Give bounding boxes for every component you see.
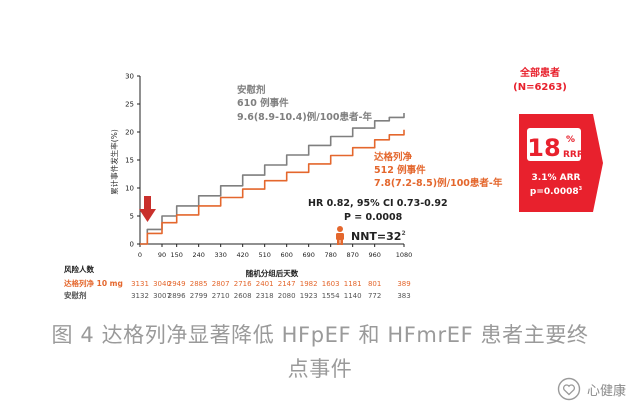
placebo-label-events: 610 例事件: [237, 97, 289, 109]
placebo-label-name: 安慰剂: [237, 84, 266, 96]
y-tick-label: 0: [130, 241, 134, 249]
panel-p-sup: 3: [579, 186, 583, 192]
caption-line-1: 图 4 达格列净显著降低 HFpEF 和 HFmrEF 患者主要终: [51, 323, 589, 347]
x-tick-label: 150: [170, 251, 182, 259]
rrr-badge: 18 % RRR 3.1% ARR p=0.00083: [519, 114, 603, 212]
panel-p-text: p=0.00083: [530, 186, 583, 197]
x-tick-label: 330: [214, 251, 226, 259]
rrr-value: 18: [527, 134, 560, 162]
risk-cell: 383: [397, 292, 410, 300]
hr-text: HR 0.82, 95% CI 0.73-0.92: [308, 198, 448, 209]
risk-cell: 2318: [256, 292, 274, 300]
heart-logo-icon: [557, 377, 581, 401]
x-axis-label: 随机分组后天数: [246, 268, 299, 278]
dapa-label-events: 512 例事件: [374, 164, 426, 176]
x-tick-label: 870: [346, 251, 358, 259]
risk-cell: 2716: [234, 280, 252, 288]
dapa-annotation: 达格列净 512 例事件 7.8(7.2-8.5)例/100患者-年: [374, 151, 503, 189]
series-line-placebo: [140, 113, 405, 245]
panel-p-value: p=0.0008: [530, 187, 579, 197]
x-tick-label: 240: [192, 251, 204, 259]
x-tick-label: 0: [138, 251, 142, 259]
p-text: P = 0.0008: [344, 212, 403, 223]
x-tick-label: 420: [236, 251, 248, 259]
dapa-label-rate: 7.8(7.2-8.5)例/100患者-年: [374, 177, 503, 189]
nnt-sup: 2: [401, 230, 405, 237]
risk-cell: 1140: [344, 292, 362, 300]
y-tick-label: 20: [125, 129, 134, 137]
series-line-dapagliflozin: [140, 129, 405, 245]
caption-line-2: 点事件: [287, 357, 353, 381]
dapa-label-name: 达格列净: [374, 151, 413, 163]
person-icon: [336, 226, 344, 245]
panel-title: 全部患者: [519, 66, 560, 79]
watermark: 心健康: [557, 377, 626, 401]
rrr-percent: %: [566, 135, 575, 145]
chart-slide: 0 5 10 15 20 25 30 0 90 150 240 330 420 510 600 690 780 8…: [64, 66, 603, 300]
y-tick-label: 25: [125, 101, 134, 109]
risk-cell: 2885: [190, 280, 208, 288]
risk-cell: 3007: [153, 292, 171, 300]
risk-cell: 2710: [212, 292, 230, 300]
risk-cell: 772: [368, 292, 381, 300]
risk-cell: 1181: [344, 280, 362, 288]
risk-cell: 1554: [322, 292, 340, 300]
risk-cell: 2949: [168, 280, 186, 288]
risk-cell: 3131: [131, 280, 149, 288]
arr-text: 3.1% ARR: [532, 173, 581, 183]
y-tick-label: 5: [130, 213, 134, 221]
figure-caption: 图 4 达格列净显著降低 HFpEF 和 HFmrEF 患者主要终 点事件: [0, 318, 640, 386]
risk-cell: 3040: [153, 280, 171, 288]
placebo-annotation: 安慰剂 610 例事件 9.6(8.9-10.4)例/100患者-年: [237, 84, 372, 123]
x-tick-label: 600: [280, 251, 292, 259]
x-tick-label: 960: [368, 251, 380, 259]
risk-table-header: 风险人数: [64, 264, 94, 274]
risk-cell: 2080: [278, 292, 296, 300]
risk-row-label: 达格列净 10 mg: [64, 278, 123, 288]
arrow-icon: [139, 196, 156, 222]
watermark-text: 心健康: [586, 383, 626, 399]
risk-cell: 2799: [190, 292, 208, 300]
nnt-text: NNT=322: [351, 230, 406, 243]
x-tick-label: 510: [258, 251, 270, 259]
x-tick-label: 1080: [396, 251, 413, 259]
risk-row-label: 安慰剂: [64, 290, 87, 300]
risk-cell: 1603: [322, 280, 340, 288]
risk-cell: 2608: [234, 292, 252, 300]
nnt-value: NNT=32: [351, 230, 401, 243]
x-tick-label: 780: [324, 251, 336, 259]
risk-cell: 389: [397, 280, 410, 288]
y-tick-label: 15: [125, 157, 134, 165]
risk-cell: 2896: [168, 292, 186, 300]
x-tick-label: 690: [302, 251, 314, 259]
y-tick-label: 10: [125, 185, 134, 193]
risk-cell: 3132: [131, 292, 149, 300]
risk-cell: 2147: [278, 280, 296, 288]
panel-subtitle: (N=6263): [513, 82, 567, 93]
placebo-label-rate: 9.6(8.9-10.4)例/100患者-年: [237, 111, 372, 123]
rrr-label: RRR: [563, 150, 584, 160]
risk-cell: 801: [368, 280, 381, 288]
curves: [140, 113, 405, 245]
risk-cell: 2807: [212, 280, 230, 288]
risk-cell: 2401: [256, 280, 274, 288]
y-axis-label: 累计事件发生率(%): [109, 129, 119, 195]
risk-cell: 1982: [300, 280, 318, 288]
risk-cell: 1923: [300, 292, 318, 300]
y-tick-label: 30: [125, 73, 134, 81]
x-tick-label: 90: [158, 251, 166, 259]
